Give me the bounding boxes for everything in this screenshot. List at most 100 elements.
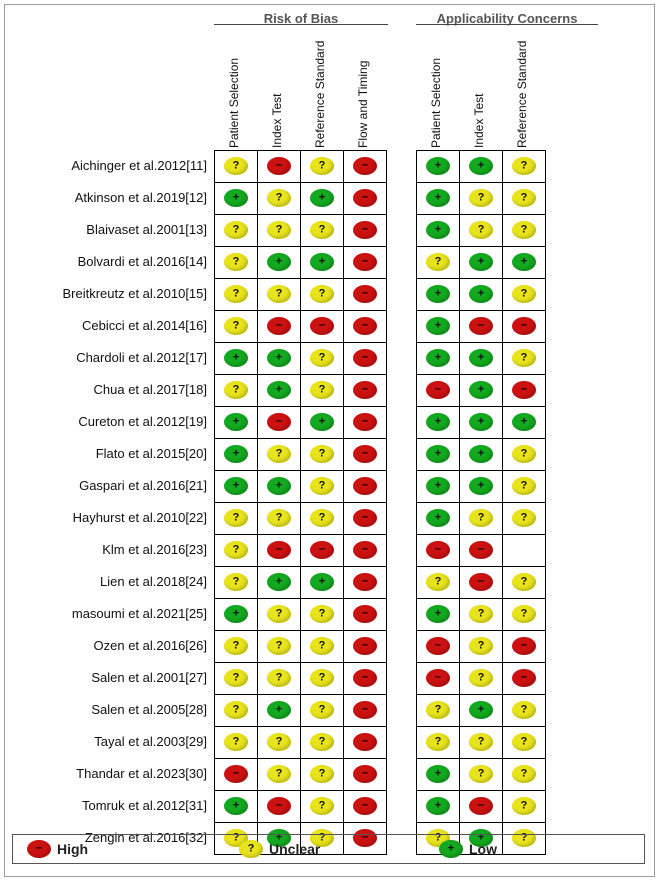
- column-header-label: Patient Selection: [429, 57, 443, 148]
- rob-cell: ?: [257, 598, 301, 631]
- rob-cell: −: [343, 534, 387, 567]
- judgement-high-icon: −: [353, 317, 377, 336]
- column-header-rob-3: Reference Standard: [300, 36, 342, 148]
- judgement-low-icon: +: [224, 605, 248, 624]
- app-cell: +: [416, 790, 460, 823]
- app-cell: ?: [502, 150, 546, 183]
- study-label: Thandar et al.2023[30]: [76, 766, 207, 781]
- judgement-unclear-icon: ?: [512, 477, 536, 496]
- judgement-low-icon: +: [310, 573, 334, 592]
- judgement-unclear-icon: ?: [310, 445, 334, 464]
- table-row: ? +? −: [214, 374, 387, 407]
- judgement-low-icon: +: [426, 509, 450, 528]
- app-cell: ?: [502, 566, 546, 599]
- judgement-unclear-icon: ?: [512, 285, 536, 304]
- rob-cell: ?: [300, 662, 344, 695]
- judgement-unclear-icon: ?: [512, 733, 536, 752]
- study-label: Gaspari et al.2016[21]: [79, 478, 207, 493]
- judgement-unclear-icon: ?: [224, 317, 248, 336]
- app-cell: ?: [459, 214, 503, 247]
- rob-cell: ?: [257, 726, 301, 759]
- column-header-app-3: Reference Standard: [502, 36, 544, 148]
- rob-cell: +: [214, 342, 258, 375]
- app-cell: −: [416, 662, 460, 695]
- study-label: Breitkreutz et al.2010[15]: [62, 286, 207, 301]
- table-row: +??: [416, 502, 546, 535]
- judgement-low-icon: +: [469, 157, 493, 176]
- judgement-unclear-icon: ?: [267, 765, 291, 784]
- app-cell: −: [502, 310, 546, 343]
- judgement-high-icon: −: [426, 637, 450, 656]
- rob-cell: ?: [300, 438, 344, 471]
- table-row: ??? −: [214, 726, 387, 759]
- judgement-low-icon: +: [310, 253, 334, 272]
- table-row: + − + −: [214, 406, 387, 439]
- table-row: + −? −: [214, 790, 387, 823]
- table-row: ? −? −: [214, 150, 387, 183]
- app-cell: −: [459, 310, 503, 343]
- app-cell: +: [416, 502, 460, 535]
- rob-cell: +: [214, 182, 258, 215]
- judgement-high-icon: −: [353, 733, 377, 752]
- judgement-unclear-icon: ?: [267, 189, 291, 208]
- study-label: Hayhurst et al.2010[22]: [72, 510, 207, 525]
- judgement-low-icon: +: [267, 381, 291, 400]
- judgement-low-icon: +: [267, 573, 291, 592]
- rob-cell: +: [214, 406, 258, 439]
- judgement-low-icon: +: [267, 829, 291, 848]
- app-cell: ?: [416, 694, 460, 727]
- judgement-unclear-icon: ?: [512, 701, 536, 720]
- rob-cell: ?: [300, 470, 344, 503]
- judgement-low-icon: +: [426, 285, 450, 304]
- judgement-low-icon: +: [224, 349, 248, 368]
- judgement-unclear-icon: ?: [469, 637, 493, 656]
- judgement-unclear-icon: ?: [267, 733, 291, 752]
- rob-cell: ?: [257, 438, 301, 471]
- table-row: − + −: [416, 374, 546, 407]
- judgement-unclear-icon: ?: [224, 221, 248, 240]
- judgement-high-icon: −: [353, 285, 377, 304]
- app-cell: +: [416, 598, 460, 631]
- app-cell: +: [416, 214, 460, 247]
- judgement-low-icon: +: [469, 413, 493, 432]
- study-label: Ozen et al.2016[26]: [93, 638, 207, 653]
- judgement-unclear-icon: ?: [426, 253, 450, 272]
- rob-cell: −: [257, 534, 301, 567]
- applicability-title: Applicability Concerns: [436, 11, 578, 26]
- rob-cell: ?: [300, 630, 344, 663]
- app-cell: ?: [502, 822, 546, 855]
- rob-cell: ?: [300, 790, 344, 823]
- app-cell: −: [459, 790, 503, 823]
- judgement-unclear-icon: ?: [426, 701, 450, 720]
- rob-cell: ?: [214, 374, 258, 407]
- rob-cell: ?: [214, 214, 258, 247]
- rob-cell: −: [343, 310, 387, 343]
- table-row: +??: [416, 214, 546, 247]
- rob-cell: ?: [300, 374, 344, 407]
- table-row: ? +?: [416, 694, 546, 727]
- judgement-unclear-icon: ?: [224, 701, 248, 720]
- app-cell: +: [459, 150, 503, 183]
- rob-cell: −: [300, 534, 344, 567]
- judgement-unclear-icon: ?: [267, 445, 291, 464]
- app-cell: +: [416, 310, 460, 343]
- app-cell: ?: [416, 246, 460, 279]
- rob-cell: −: [257, 310, 301, 343]
- table-row: + +? −: [214, 470, 387, 503]
- judgement-low-icon: +: [267, 253, 291, 272]
- rob-cell: +: [257, 246, 301, 279]
- judgement-unclear-icon: ?: [224, 541, 248, 560]
- judgement-low-icon: +: [224, 797, 248, 816]
- judgement-unclear-icon: ?: [512, 509, 536, 528]
- column-header-rob-1: Patient Selection: [214, 36, 256, 148]
- rob-cell: ?: [300, 342, 344, 375]
- app-cell: ?: [502, 342, 546, 375]
- judgement-unclear-icon: ?: [267, 221, 291, 240]
- judgement-unclear-icon: ?: [469, 669, 493, 688]
- app-cell: ?: [502, 278, 546, 311]
- app-cell: ?: [502, 758, 546, 791]
- judgement-unclear-icon: ?: [310, 509, 334, 528]
- app-cell: +: [459, 438, 503, 471]
- rob-cell: +: [257, 566, 301, 599]
- table-row: −? −: [416, 630, 546, 663]
